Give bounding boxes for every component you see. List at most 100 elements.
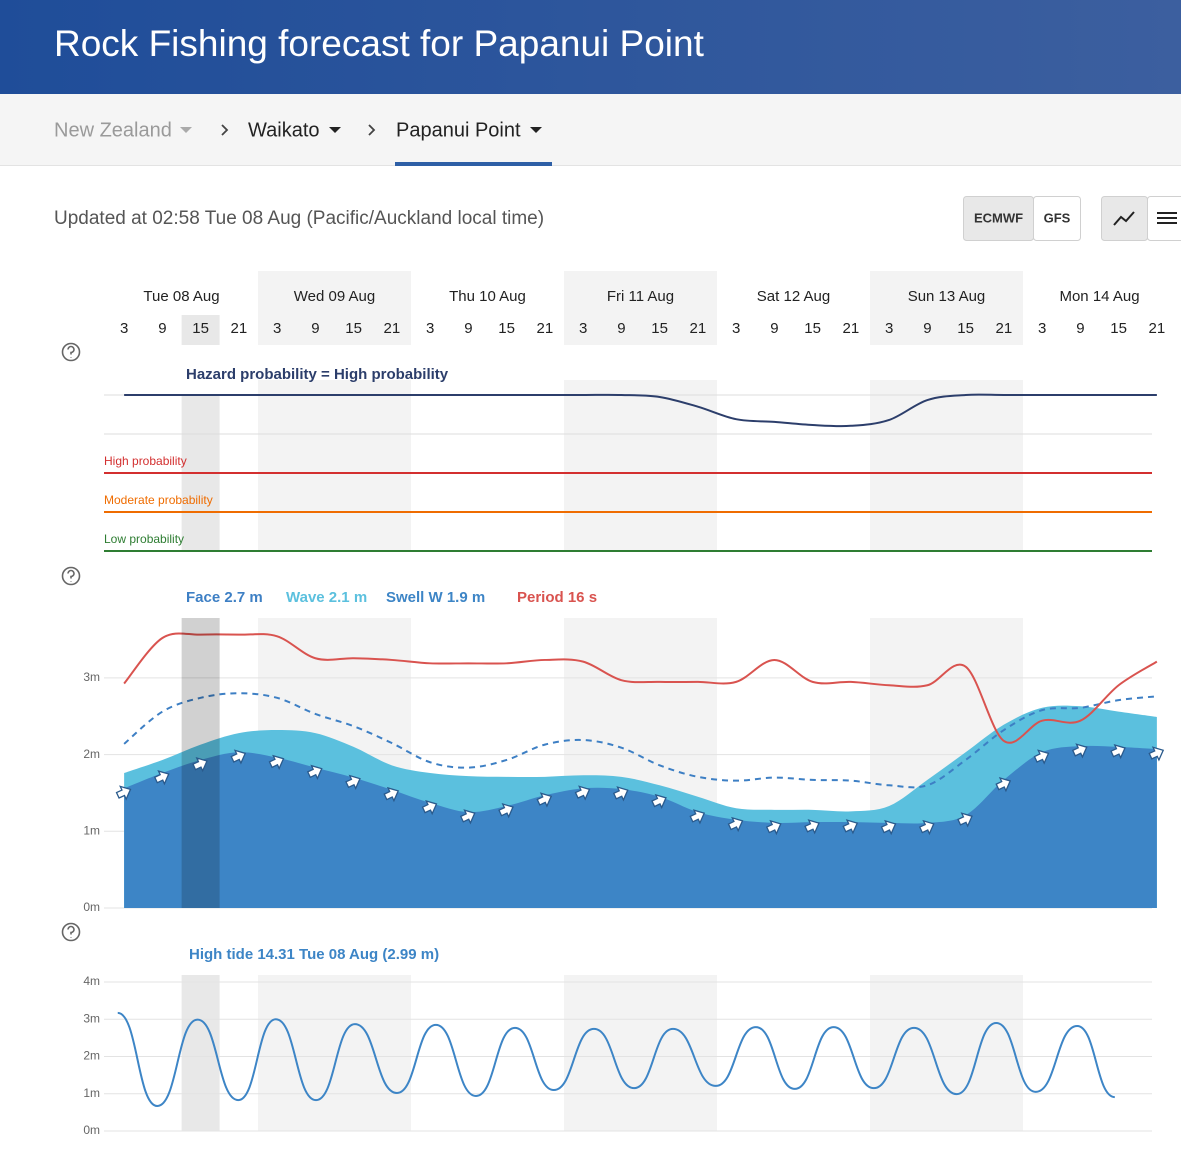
help-icon[interactable] bbox=[61, 566, 81, 586]
hour-label: 21 bbox=[843, 320, 860, 337]
model-label[interactable]: GFS bbox=[1044, 210, 1071, 225]
breadcrumb-region[interactable]: Waikato bbox=[248, 119, 320, 141]
hour-label: 3 bbox=[273, 320, 281, 337]
caret[interactable] bbox=[329, 127, 341, 133]
hour-label: 21 bbox=[231, 320, 248, 337]
day-bands bbox=[181, 271, 1023, 1131]
hour-label: 9 bbox=[311, 320, 319, 337]
hour-label: 3 bbox=[120, 320, 128, 337]
y-tick-label: 1m bbox=[83, 823, 100, 837]
y-tick-label: 1m bbox=[83, 1086, 100, 1100]
graph-view-button[interactable] bbox=[1101, 196, 1148, 241]
help-icon[interactable] bbox=[61, 922, 81, 942]
hour-label: 15 bbox=[957, 320, 974, 337]
help-glyph bbox=[67, 925, 75, 938]
y-tick-label: 0m bbox=[83, 900, 100, 914]
hour-label: 3 bbox=[579, 320, 587, 337]
hour-label: 15 bbox=[651, 320, 668, 337]
swell-arrow bbox=[612, 786, 629, 802]
header-bar bbox=[0, 0, 1181, 94]
hour-label: 3 bbox=[426, 320, 434, 337]
area bbox=[124, 745, 1157, 908]
breadcrumb-country[interactable]: New Zealand bbox=[54, 119, 172, 141]
day-band bbox=[870, 380, 1023, 551]
chevron bbox=[368, 124, 376, 136]
swell-arrow bbox=[268, 754, 285, 770]
swell-arrow bbox=[115, 785, 132, 801]
legend: Hazard probability = High probability bbox=[186, 366, 449, 383]
level-label: Low probability bbox=[104, 532, 184, 546]
caret[interactable] bbox=[180, 127, 192, 133]
hour-label: 21 bbox=[384, 320, 401, 337]
day-label: Wed 09 Aug bbox=[294, 288, 375, 305]
swell-arrow bbox=[383, 786, 400, 803]
hour-label: 9 bbox=[770, 320, 778, 337]
hour-label: 9 bbox=[923, 320, 931, 337]
swell-arrow bbox=[804, 819, 820, 835]
swell-arrow bbox=[1071, 743, 1088, 759]
line bbox=[123, 632, 1158, 744]
hour-label: 21 bbox=[690, 320, 707, 337]
selected-slot bbox=[181, 315, 220, 345]
swell-arrow bbox=[995, 776, 1012, 793]
swell-arrow bbox=[1148, 746, 1165, 762]
level-label: High probability bbox=[104, 454, 187, 468]
legend: Wave 2.1 m bbox=[286, 589, 367, 606]
day-band bbox=[564, 380, 717, 551]
swell-arrow bbox=[459, 809, 476, 825]
hour-label: 9 bbox=[1076, 320, 1084, 337]
swell-arrow bbox=[689, 809, 706, 825]
legend: High tide 14.31 Tue 08 Aug (2.99 m) bbox=[189, 946, 439, 963]
hour-label: 3 bbox=[732, 320, 740, 337]
hour-label: 15 bbox=[498, 320, 515, 337]
graph-icon bbox=[1113, 211, 1135, 226]
page-title: Rock Fishing forecast for Papanui Point bbox=[54, 23, 705, 64]
day-label: Sun 13 Aug bbox=[908, 288, 986, 305]
swell-arrow bbox=[153, 770, 170, 786]
breadcrumb-spot[interactable]: Papanui Point bbox=[396, 119, 521, 141]
level-label: Moderate probability bbox=[104, 493, 213, 507]
hazard-line bbox=[124, 393, 1157, 428]
active-underline bbox=[395, 162, 552, 166]
swell-arrow bbox=[421, 799, 438, 816]
swell-arrow bbox=[345, 774, 361, 790]
day-label: Tue 08 Aug bbox=[143, 288, 219, 305]
hour-label: 9 bbox=[158, 320, 166, 337]
help-icons bbox=[61, 342, 81, 942]
swell-arrow bbox=[651, 793, 667, 810]
model-label[interactable]: ECMWF bbox=[974, 210, 1023, 225]
model-button[interactable] bbox=[1033, 196, 1081, 241]
caret[interactable] bbox=[530, 127, 542, 133]
legend: Period 16 s bbox=[517, 589, 597, 606]
swell-arrow bbox=[306, 764, 323, 780]
day-label: Thu 10 Aug bbox=[449, 288, 526, 305]
y-tick-label: 2m bbox=[83, 747, 100, 761]
y-tick-label: 3m bbox=[83, 670, 100, 684]
y-tick-label: 4m bbox=[83, 974, 100, 988]
hour-label: 21 bbox=[996, 320, 1013, 337]
day-band bbox=[564, 271, 717, 345]
charts: Tue 08 Aug 3 9 15 21 Wed 09 Aug 3 9 15 21 Thu 10 A… bbox=[83, 288, 1166, 1137]
day-band bbox=[564, 975, 717, 1131]
hour-label: 15 bbox=[192, 320, 209, 337]
hour-label: 21 bbox=[1149, 320, 1166, 337]
table-icon bbox=[1157, 212, 1177, 224]
swell-arrow bbox=[1033, 749, 1050, 765]
updated-text: Updated at 02:58 Tue 08 Aug (Pacific/Auc… bbox=[54, 208, 544, 229]
swell-arrow bbox=[957, 812, 973, 828]
swell-arrow bbox=[536, 792, 553, 808]
day-band bbox=[870, 271, 1023, 345]
day-band bbox=[258, 271, 411, 345]
y-tick-label: 2m bbox=[83, 1049, 100, 1063]
swell-arrow bbox=[192, 757, 208, 773]
swell-arrow bbox=[727, 816, 744, 833]
swell-arrow bbox=[842, 819, 859, 835]
hour-label: 21 bbox=[537, 320, 554, 337]
swell-arrow bbox=[918, 819, 935, 836]
help-glyph bbox=[67, 345, 75, 358]
help-icon[interactable] bbox=[61, 342, 81, 362]
day-label: Fri 11 Aug bbox=[607, 288, 674, 305]
day-label: Mon 14 Aug bbox=[1059, 288, 1139, 305]
